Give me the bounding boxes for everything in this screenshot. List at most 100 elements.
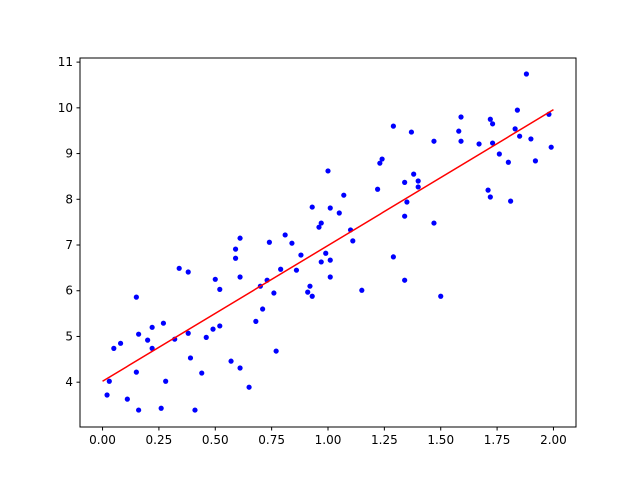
point <box>532 158 539 164</box>
point <box>523 71 530 77</box>
point <box>431 138 437 144</box>
point <box>185 269 191 275</box>
point <box>508 198 514 204</box>
point <box>237 274 243 280</box>
x-tick-label: 1.00 <box>315 433 342 447</box>
point <box>124 396 130 402</box>
point <box>325 168 331 174</box>
point <box>260 306 266 312</box>
plot-area <box>102 71 554 413</box>
point <box>187 355 194 361</box>
point <box>350 238 356 244</box>
point <box>282 232 288 238</box>
point <box>548 144 554 150</box>
point <box>136 407 142 413</box>
point <box>133 294 139 300</box>
point <box>253 318 259 324</box>
point <box>402 213 408 219</box>
point <box>458 138 464 144</box>
point <box>273 348 279 354</box>
y-tick-label: 4 <box>65 375 73 389</box>
point <box>117 340 124 346</box>
point <box>514 107 520 113</box>
point <box>136 331 142 337</box>
x-tick-label: 0.50 <box>202 433 229 447</box>
y-tick-label: 5 <box>65 329 73 343</box>
point <box>415 178 421 184</box>
point <box>145 337 151 343</box>
point <box>210 326 216 332</box>
point <box>217 286 223 292</box>
point <box>411 171 417 177</box>
point <box>431 220 437 226</box>
point <box>133 369 139 375</box>
point <box>496 151 502 157</box>
point <box>359 287 365 293</box>
point <box>228 358 234 364</box>
point <box>415 184 421 190</box>
x-tick-label: 1.25 <box>371 433 398 447</box>
point <box>390 123 396 129</box>
point <box>402 277 408 283</box>
y-tick-label: 6 <box>65 284 73 298</box>
point <box>160 320 167 326</box>
y-tick-label: 11 <box>58 55 73 69</box>
point <box>476 141 482 147</box>
point <box>307 283 313 289</box>
point <box>489 121 496 127</box>
point <box>293 267 300 273</box>
point <box>309 293 315 299</box>
point <box>456 128 462 134</box>
point <box>106 378 112 384</box>
point <box>232 255 239 261</box>
point <box>232 246 239 252</box>
point <box>289 240 295 246</box>
x-tick-label: 1.75 <box>484 433 511 447</box>
point <box>163 378 169 384</box>
point <box>203 334 209 340</box>
point <box>111 345 117 351</box>
point <box>341 192 347 198</box>
point <box>327 205 333 211</box>
point <box>185 330 191 336</box>
x-tick-label: 1.50 <box>427 433 454 447</box>
point <box>327 257 333 263</box>
point <box>377 160 383 166</box>
point <box>487 116 493 122</box>
x-tick-label: 0.25 <box>146 433 173 447</box>
point <box>438 293 444 299</box>
point <box>505 159 511 165</box>
x-tick-label: 0.75 <box>258 433 285 447</box>
point <box>266 239 272 245</box>
point <box>402 179 408 185</box>
point <box>149 345 155 351</box>
point <box>104 392 110 398</box>
point <box>323 250 329 256</box>
y-tick-label: 8 <box>65 192 73 206</box>
point <box>192 407 198 413</box>
point <box>237 235 243 241</box>
point <box>199 370 205 376</box>
point <box>316 224 322 230</box>
point <box>309 204 315 210</box>
point <box>217 323 223 329</box>
point <box>512 126 518 132</box>
x-tick-label: 0.00 <box>89 433 116 447</box>
point <box>298 252 304 258</box>
point <box>375 186 381 192</box>
point <box>176 265 182 271</box>
point <box>489 140 496 146</box>
y-tick-label: 9 <box>65 147 73 161</box>
point <box>212 276 218 282</box>
point <box>517 133 523 139</box>
point <box>318 220 324 226</box>
point <box>237 365 243 371</box>
fit-line <box>102 109 554 382</box>
point <box>458 114 464 120</box>
point <box>158 405 164 411</box>
point <box>278 266 284 272</box>
point <box>404 199 410 205</box>
y-tick-label: 10 <box>58 101 73 115</box>
